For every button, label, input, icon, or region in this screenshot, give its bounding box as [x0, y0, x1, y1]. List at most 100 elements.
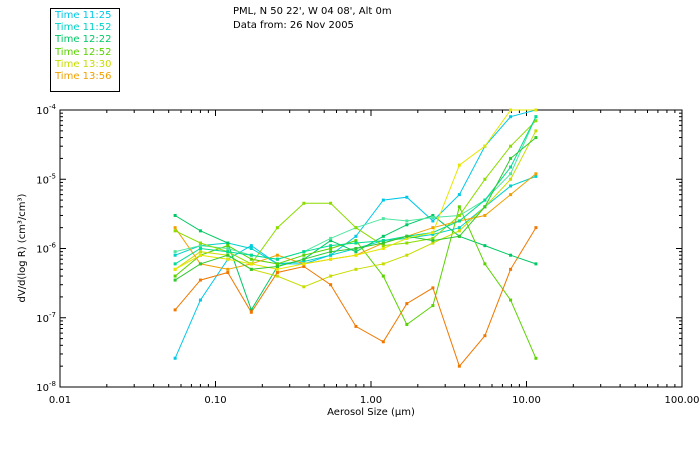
data-point: [457, 213, 461, 217]
data-point: [198, 241, 202, 245]
data-point: [198, 229, 202, 233]
data-point: [483, 205, 487, 209]
data-point: [249, 247, 253, 250]
data-point: [302, 264, 306, 268]
y-tick-label: 10-6: [36, 242, 56, 256]
data-point: [329, 274, 333, 278]
location-text: PML, N 50 22', W 04 08', Alt 0m: [233, 6, 392, 17]
data-point: [329, 201, 333, 205]
data-point: [329, 247, 333, 250]
data-point: [381, 340, 385, 344]
data-point: [329, 250, 333, 254]
date-text: Data from: 26 Nov 2005: [233, 20, 354, 31]
data-point: [329, 253, 333, 257]
data-point: [483, 334, 487, 338]
data-point: [457, 226, 461, 230]
y-tick-label: 10-7: [36, 311, 56, 325]
data-point: [173, 262, 177, 266]
data-point: [509, 253, 513, 257]
data-point: [509, 172, 513, 176]
data-point: [431, 304, 435, 308]
legend-item: Time 12:22: [55, 34, 112, 46]
data-point: [509, 184, 513, 188]
y-tick-label: 10-8: [36, 380, 56, 394]
data-point: [405, 322, 409, 326]
data-point: [534, 262, 538, 266]
data-point: [483, 198, 487, 202]
series-line: [174, 116, 537, 260]
data-point: [405, 241, 409, 245]
data-point: [534, 108, 538, 112]
legend-item: Time 13:56: [55, 71, 112, 83]
data-point: [275, 262, 279, 266]
data-point: [431, 219, 435, 223]
data-point: [483, 213, 487, 217]
data-point: [173, 308, 177, 312]
data-point: [381, 262, 385, 266]
data-point: [249, 257, 253, 261]
data-point: [198, 278, 202, 282]
data-point: [431, 232, 435, 236]
data-point: [354, 250, 358, 254]
legend-item: Time 13:30: [55, 58, 112, 70]
data-point: [534, 356, 538, 360]
data-point: [509, 144, 513, 148]
data-point: [354, 253, 358, 257]
data-point: [198, 253, 202, 257]
data-point: [509, 298, 513, 302]
data-point: [381, 198, 385, 202]
data-point: [226, 250, 230, 254]
data-point: [173, 229, 177, 233]
data-point: [275, 274, 279, 278]
data-point: [534, 136, 538, 140]
series-line: [174, 214, 537, 312]
data-point: [275, 253, 279, 257]
data-point: [302, 253, 306, 257]
data-point: [173, 213, 177, 217]
legend-item: Time 12:52: [55, 46, 112, 58]
data-point: [405, 219, 409, 223]
data-point: [302, 250, 306, 254]
data-point: [249, 310, 253, 314]
data-point: [198, 247, 202, 250]
data-point: [457, 364, 461, 368]
data-point: [534, 129, 538, 133]
data-point: [329, 239, 333, 243]
data-point: [405, 253, 409, 257]
data-point: [534, 119, 538, 123]
data-point: [249, 267, 253, 271]
y-axis-title: dV/d(log R) (cm³/cm³): [17, 193, 28, 302]
data-point: [329, 236, 333, 240]
data-point: [302, 259, 306, 263]
data-point: [354, 239, 358, 243]
data-point: [173, 274, 177, 278]
data-point: [381, 234, 385, 238]
data-point: [226, 253, 230, 257]
data-point: [275, 264, 279, 268]
data-point: [431, 241, 435, 245]
data-point: [354, 234, 358, 238]
data-point: [431, 226, 435, 230]
data-point: [483, 262, 487, 266]
data-point: [173, 253, 177, 257]
data-point: [431, 231, 435, 235]
data-point: [509, 177, 513, 181]
y-tick-label: 10-5: [36, 172, 56, 186]
data-point: [457, 234, 461, 238]
data-point: [302, 285, 306, 289]
data-point: [381, 274, 385, 278]
data-point: [226, 244, 230, 248]
data-point: [249, 244, 253, 248]
data-point: [226, 257, 230, 261]
data-point: [354, 324, 358, 328]
data-point: [509, 156, 513, 160]
data-point: [198, 298, 202, 302]
data-point: [329, 257, 333, 261]
data-point: [329, 283, 333, 287]
data-point: [431, 286, 435, 290]
series-group: [173, 108, 538, 368]
data-point: [275, 257, 279, 261]
data-point: [302, 262, 306, 266]
data-point: [509, 115, 513, 119]
data-point: [405, 234, 409, 238]
